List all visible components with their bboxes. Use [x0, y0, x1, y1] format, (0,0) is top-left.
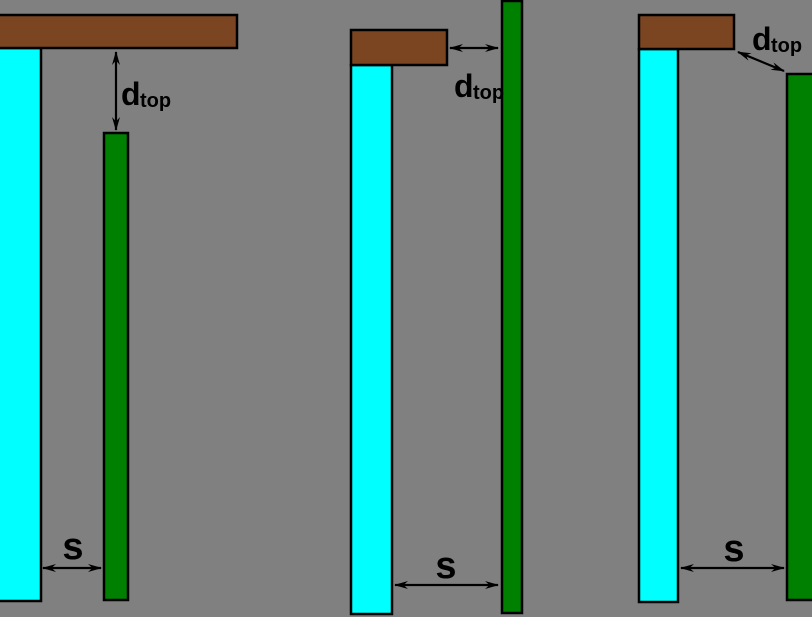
dtop-label-subscript: top — [473, 82, 504, 104]
dtop-label: d — [752, 21, 772, 57]
dtop-dimension-arrow — [737, 50, 785, 73]
panel-middle: d top s — [349, 0, 524, 616]
brown-plank-bar — [349, 28, 449, 67]
dtop-label-subscript: top — [140, 90, 171, 112]
spacing-label: s — [62, 526, 83, 568]
green-post-bar — [785, 72, 812, 602]
dtop-label: d — [454, 68, 474, 104]
dtop-label-subscript: top — [771, 35, 802, 57]
green-post-bar — [500, 0, 524, 615]
panel-right: d top s — [637, 13, 812, 604]
spacing-label: s — [435, 545, 456, 587]
dtop-label: d — [121, 76, 141, 112]
cyan-stud-bar — [349, 63, 394, 616]
cyan-stud-bar — [637, 47, 680, 604]
brown-plank-bar — [0, 13, 239, 50]
green-post-bar — [102, 131, 130, 602]
spacing-label: s — [723, 528, 744, 570]
brown-plank-bar — [637, 13, 736, 51]
panel-left: d top s — [0, 13, 239, 603]
cyan-stud-bar — [0, 46, 43, 603]
